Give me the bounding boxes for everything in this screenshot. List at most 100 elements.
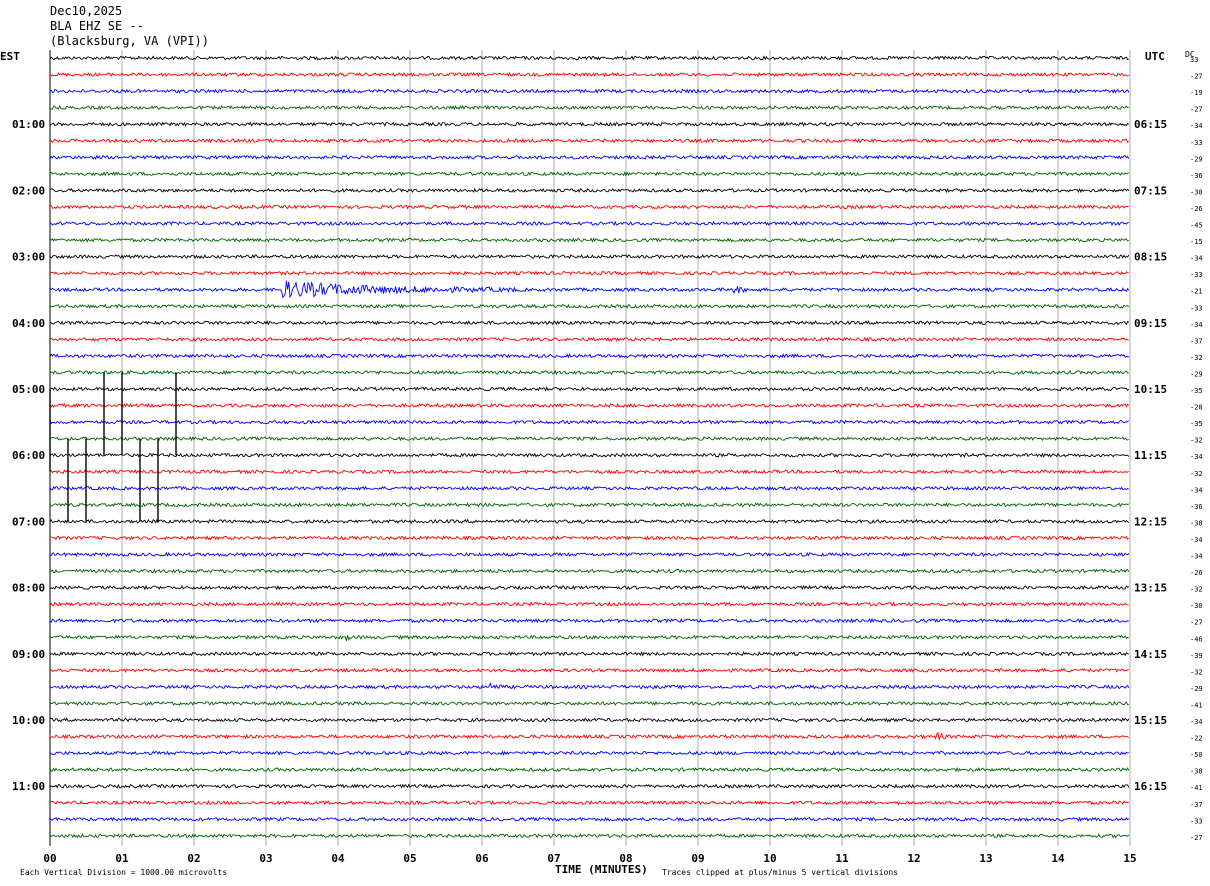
x-tick-label: 00: [43, 852, 56, 865]
trace-row-25: [49, 469, 1129, 475]
dc-offset-label: -27: [1190, 73, 1203, 81]
x-tick-label: 02: [187, 852, 200, 865]
trace-row-16: [49, 320, 1130, 326]
trace-row-18: [49, 353, 1129, 359]
right-hour-label: 08:15: [1134, 251, 1167, 264]
trace-row-1: [49, 71, 1130, 78]
x-tick-label: 14: [1051, 852, 1065, 865]
dc-offset-label: -38: [1190, 519, 1203, 527]
axes: 33 -27 -19 -27 -34 -33 -29 -36 -30 -26 -45 -15 -34 -3…: [12, 56, 1203, 865]
trace-row-37: [49, 667, 1129, 674]
dc-offset-label: -34: [1190, 453, 1203, 461]
left-hour-label: 03:00: [12, 251, 45, 264]
trace-row-7: [49, 171, 1130, 177]
right-hour-label: 06:15: [1134, 118, 1167, 131]
trace-row-35: [49, 634, 1129, 642]
grid: [49, 50, 1131, 846]
trace-row-13: [49, 270, 1129, 276]
dc-offset-label: -28: [1190, 404, 1203, 412]
trace-row-20: [50, 386, 1130, 392]
station-label: BLA EHZ SE --: [50, 19, 144, 33]
trace-row-21: [49, 402, 1130, 409]
dc-offset-label: -33: [1190, 817, 1203, 825]
right-hour-label: 14:15: [1134, 648, 1167, 661]
left-hour-label: 06:00: [12, 449, 45, 462]
dc-offset-label: -19: [1190, 89, 1203, 97]
trace-row-44: [49, 783, 1130, 789]
clip-note: Traces clipped at plus/minus 5 vertical …: [662, 868, 898, 877]
right-hour-label: 16:15: [1134, 780, 1167, 793]
dc-offset-label: -32: [1190, 470, 1203, 478]
trace-row-32: [49, 584, 1130, 591]
dc-offset-label: -41: [1190, 784, 1203, 792]
left-timezone-label: EST: [0, 50, 20, 63]
x-tick-label: 12: [907, 852, 920, 865]
dc-header-label: DC: [1185, 50, 1195, 59]
dc-offset-label: -27: [1190, 106, 1203, 114]
left-hour-label: 04:00: [12, 317, 45, 330]
dc-offset-label: -26: [1190, 205, 1203, 213]
dc-offset-label: -29: [1190, 370, 1203, 378]
x-tick-label: 13: [979, 852, 992, 865]
dc-offset-label: -35: [1190, 387, 1203, 395]
dc-offset-label: -36: [1190, 172, 1203, 180]
dc-offset-label: -32: [1190, 668, 1203, 676]
trace-row-46: [49, 816, 1130, 823]
dc-offset-label: -34: [1190, 553, 1203, 561]
x-tick-label: 01: [115, 852, 129, 865]
trace-row-17: [49, 336, 1129, 343]
x-tick-label: 07: [547, 852, 560, 865]
dc-offset-label: -15: [1190, 238, 1203, 246]
left-hour-label: 10:00: [12, 714, 45, 727]
trace-row-41: [49, 731, 1130, 742]
trace-row-23: [49, 435, 1130, 442]
right-hour-label: 11:15: [1134, 449, 1167, 462]
dc-offset-label: -34: [1190, 718, 1203, 726]
trace-row-28: [49, 518, 1130, 524]
spikes: [49, 372, 177, 522]
trace-row-47: [49, 833, 1130, 839]
dc-offset-label: -41: [1190, 701, 1203, 709]
trace-row-27: [49, 502, 1130, 508]
trace-row-10: [49, 220, 1129, 227]
trace-row-24: [49, 452, 1130, 458]
dc-offset-label: 33: [1190, 56, 1198, 64]
right-hour-label: 13:15: [1134, 582, 1167, 595]
x-tick-label: 09: [691, 852, 704, 865]
trace-row-2: [49, 88, 1130, 94]
dc-offset-label: -36: [1190, 503, 1203, 511]
x-tick-label: 06: [475, 852, 489, 865]
trace-row-0: [49, 55, 1130, 61]
trace-row-4: [49, 121, 1130, 127]
trace-row-33: [49, 601, 1129, 607]
trace-row-45: [49, 799, 1129, 806]
dc-offset-label: -50: [1190, 751, 1203, 759]
dc-offset-label: -29: [1190, 155, 1203, 163]
dc-offset-label: -37: [1190, 337, 1203, 345]
dc-offset-label: -46: [1190, 635, 1203, 643]
trace-row-14: [49, 280, 1130, 299]
left-hour-label: 08:00: [12, 582, 45, 595]
dc-offset-label: -21: [1190, 288, 1203, 296]
trace-row-39: [49, 700, 1130, 707]
trace-row-11: [49, 237, 1130, 243]
x-tick-label: 15: [1123, 852, 1136, 865]
trace-row-29: [50, 535, 1130, 541]
trace-row-6: [49, 154, 1130, 160]
traces: [49, 55, 1130, 839]
date-label: Dec10,2025: [50, 4, 123, 18]
dc-offset-label: -33: [1190, 271, 1203, 279]
right-hour-label: 10:15: [1134, 383, 1167, 396]
dc-offset-label: -22: [1190, 735, 1203, 743]
right-timezone-label: UTC: [1145, 50, 1165, 63]
dc-offset-label: -34: [1190, 486, 1203, 494]
trace-row-36: [49, 651, 1129, 657]
trace-row-12: [49, 253, 1130, 260]
dc-offset-label: -33: [1190, 139, 1203, 147]
trace-row-31: [49, 568, 1130, 574]
x-tick-label: 11: [835, 852, 849, 865]
dc-offset-label: -29: [1190, 685, 1203, 693]
trace-row-5: [49, 138, 1130, 144]
left-hour-label: 09:00: [12, 648, 45, 661]
location-label: (Blacksburg, VA (VPI)): [50, 34, 209, 48]
